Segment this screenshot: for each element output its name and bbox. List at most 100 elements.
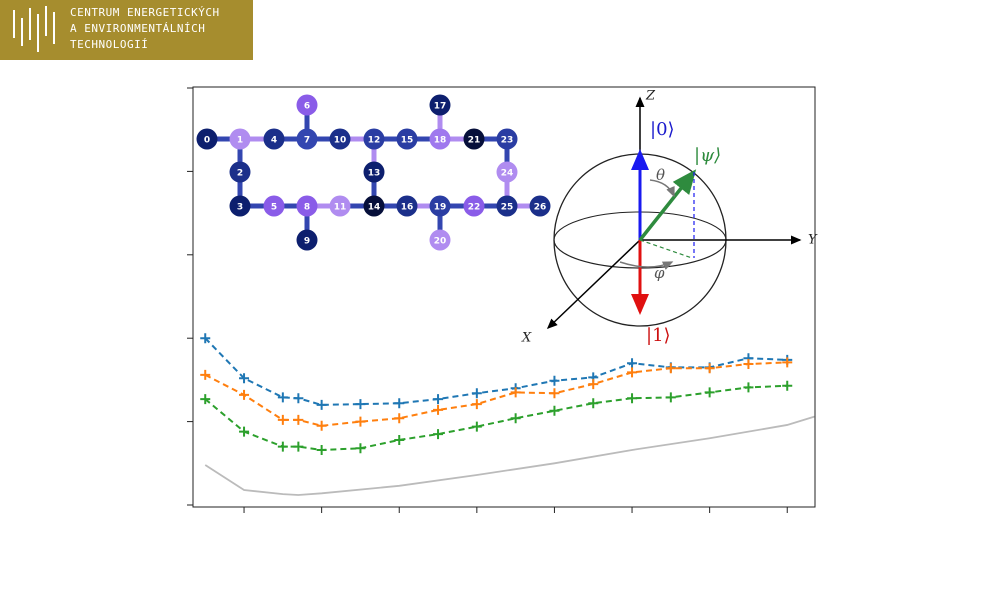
node-label: 11 bbox=[334, 203, 347, 213]
axis-label: Y bbox=[808, 233, 818, 248]
marker bbox=[743, 359, 754, 370]
marker bbox=[200, 394, 211, 405]
node bbox=[329, 195, 351, 217]
marker bbox=[355, 416, 366, 427]
node-label: 22 bbox=[468, 203, 481, 213]
node-label: 13 bbox=[368, 169, 381, 179]
node bbox=[396, 195, 418, 217]
node-label: 14 bbox=[368, 203, 381, 213]
plot-frame bbox=[192, 86, 816, 508]
marker bbox=[293, 441, 304, 452]
series-line bbox=[204, 337, 788, 406]
node bbox=[196, 128, 218, 150]
ket-one: |1⟩ bbox=[646, 325, 671, 346]
logo-background bbox=[0, 0, 253, 60]
node bbox=[463, 195, 485, 217]
node-label: 10 bbox=[334, 136, 347, 146]
qubit-graph: 0 123456789101112131415161718192021222324… bbox=[196, 94, 551, 251]
logo-line: TECHNOLOGIÍ bbox=[70, 38, 148, 51]
node bbox=[463, 128, 485, 150]
marker bbox=[277, 414, 288, 425]
marker bbox=[433, 404, 444, 415]
node bbox=[496, 195, 518, 217]
marker bbox=[433, 429, 444, 440]
node-label: 0 bbox=[204, 136, 210, 146]
node-label: 2 bbox=[237, 169, 243, 179]
marker bbox=[394, 398, 405, 409]
marker bbox=[471, 421, 482, 432]
marker bbox=[588, 398, 599, 409]
marker bbox=[355, 399, 366, 410]
logo-mark bbox=[13, 6, 55, 52]
node-label: 18 bbox=[434, 136, 447, 146]
marker bbox=[665, 363, 676, 374]
marker bbox=[510, 387, 521, 398]
theta: θ bbox=[656, 166, 665, 184]
node-label: 23 bbox=[501, 136, 514, 146]
node-label: 16 bbox=[401, 203, 414, 213]
marker bbox=[510, 413, 521, 424]
marker bbox=[293, 414, 304, 425]
marker bbox=[239, 373, 250, 384]
node-label: 21 bbox=[468, 136, 481, 146]
node bbox=[296, 195, 318, 217]
marker bbox=[277, 392, 288, 403]
marker bbox=[394, 413, 405, 424]
axis-label: Z bbox=[645, 89, 656, 104]
marker bbox=[549, 405, 560, 416]
node bbox=[496, 128, 518, 150]
marker bbox=[471, 399, 482, 410]
marker bbox=[471, 388, 482, 399]
node-label: 15 bbox=[401, 136, 414, 146]
marker bbox=[549, 388, 560, 399]
marker bbox=[627, 358, 638, 369]
node bbox=[429, 229, 451, 251]
marker bbox=[782, 357, 793, 368]
node bbox=[263, 195, 285, 217]
bloch-sphere: Z Y X |0⟩ |1⟩ |ψ⟩ θ φ bbox=[521, 89, 818, 347]
marker bbox=[782, 380, 793, 391]
marker bbox=[277, 441, 288, 452]
node bbox=[429, 94, 451, 116]
node-label: 1 bbox=[237, 136, 243, 146]
ket-zero: |0⟩ bbox=[650, 119, 675, 140]
node-label: 24 bbox=[501, 169, 514, 179]
node bbox=[396, 128, 418, 150]
chart bbox=[187, 87, 815, 513]
marker bbox=[549, 375, 560, 386]
marker bbox=[316, 420, 327, 431]
marker bbox=[316, 444, 327, 455]
marker bbox=[588, 379, 599, 390]
marker bbox=[316, 399, 327, 410]
node-label: 4 bbox=[271, 136, 277, 146]
marker bbox=[293, 393, 304, 404]
marker bbox=[200, 333, 211, 344]
node-label: 12 bbox=[368, 136, 381, 146]
marker bbox=[355, 443, 366, 454]
marker bbox=[743, 382, 754, 393]
marker bbox=[704, 387, 715, 398]
marker bbox=[627, 393, 638, 404]
ket-psi: |ψ⟩ bbox=[694, 145, 721, 166]
node bbox=[363, 128, 385, 150]
marker bbox=[704, 363, 715, 374]
node bbox=[529, 195, 551, 217]
marker bbox=[239, 426, 250, 437]
node-label: 5 bbox=[271, 203, 277, 213]
series-line bbox=[204, 361, 788, 427]
logo-line: CENTRUM ENERGETICKÝCH bbox=[70, 6, 220, 19]
node bbox=[429, 195, 451, 217]
phi: φ bbox=[654, 264, 665, 282]
node-label: 6 bbox=[304, 102, 310, 112]
series-line bbox=[204, 415, 815, 496]
node bbox=[363, 195, 385, 217]
marker bbox=[665, 392, 676, 403]
marker bbox=[200, 369, 211, 380]
node bbox=[496, 161, 518, 183]
node-label: 9 bbox=[304, 237, 310, 247]
node bbox=[229, 195, 251, 217]
node bbox=[363, 161, 385, 183]
node bbox=[229, 161, 251, 183]
series-line bbox=[204, 384, 788, 451]
